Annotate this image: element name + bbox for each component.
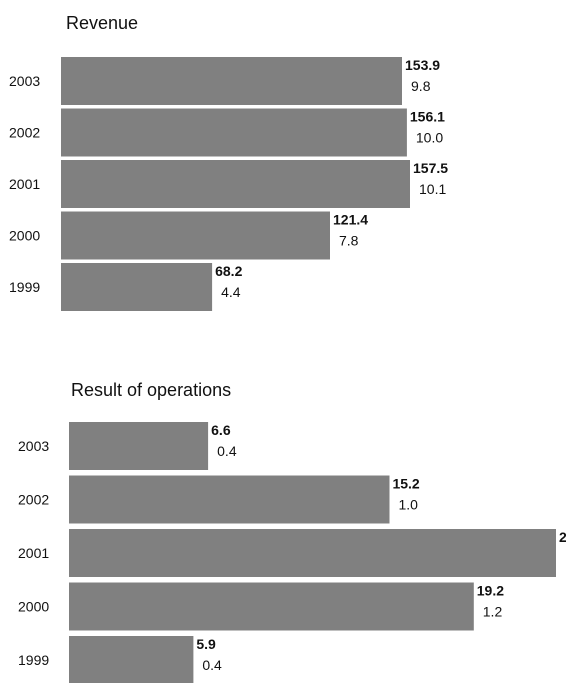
revenue-bar-2003 (61, 57, 402, 105)
revenue-category-label: 1999 (9, 279, 40, 295)
result-bar-2000 (69, 582, 474, 631)
revenue-value-label: 156.1 (410, 109, 445, 125)
result-secondary-value-label: 0.4 (217, 443, 237, 459)
revenue-value-label: 68.2 (215, 263, 242, 279)
revenue-chart: Revenue 2003 153.9 9.8 2002 156.1 10.0 2001 157… (9, 13, 448, 311)
result-category-label: 2002 (18, 492, 49, 508)
result-secondary-value-label: 0.4 (202, 657, 222, 673)
revenue-category-label: 2002 (9, 125, 40, 141)
result-of-operations-chart-title: Result of operations (71, 380, 231, 400)
result-category-label: 2001 (18, 545, 49, 561)
result-of-operations-bars: 20036.60.4200215.21.0200123.11.5200019.2… (18, 422, 566, 684)
revenue-value-label: 121.4 (333, 212, 368, 228)
revenue-bar-1999 (61, 263, 213, 311)
revenue-bar-2000 (61, 211, 330, 260)
revenue-secondary-value-label: 10.0 (416, 130, 443, 146)
result-bar-1999 (69, 636, 194, 684)
revenue-category-label: 2003 (9, 73, 40, 89)
revenue-bars: 2003 153.9 9.8 2002 156.1 10.0 2001 157.5 10.1 20… (9, 57, 448, 311)
result-bar-2003 (69, 422, 209, 470)
result-value-label: 23.1 (559, 529, 566, 545)
result-value-label: 6.6 (211, 422, 231, 438)
result-of-operations-chart: Result of operations 2003 6.6 0.4 2002 15.2 1… (18, 380, 566, 684)
result-secondary-value-label: 1.2 (483, 604, 503, 620)
result-value-label: 19.2 (477, 583, 504, 599)
revenue-value-label: 153.9 (405, 57, 440, 73)
revenue-value-label: 157.5 (413, 160, 448, 176)
revenue-secondary-value-label: 10.1 (419, 181, 446, 197)
revenue-chart-title: Revenue (66, 13, 138, 33)
revenue-secondary-value-label: 4.4 (221, 284, 241, 300)
revenue-category-label: 2001 (9, 176, 40, 192)
result-bar-2001 (69, 529, 556, 577)
result-value-label: 15.2 (392, 476, 419, 492)
result-category-label: 2000 (18, 599, 49, 615)
result-category-label: 1999 (18, 652, 49, 668)
revenue-bar-2002 (61, 108, 407, 157)
revenue-secondary-value-label: 9.8 (411, 78, 431, 94)
revenue-bar-2001 (61, 160, 410, 208)
revenue-secondary-value-label: 7.8 (339, 233, 359, 249)
result-category-label: 2003 (18, 438, 49, 454)
result-value-label: 5.9 (196, 636, 216, 652)
result-secondary-value-label: 1.0 (398, 497, 418, 513)
result-bar-2002 (69, 475, 390, 524)
revenue-category-label: 2000 (9, 228, 40, 244)
